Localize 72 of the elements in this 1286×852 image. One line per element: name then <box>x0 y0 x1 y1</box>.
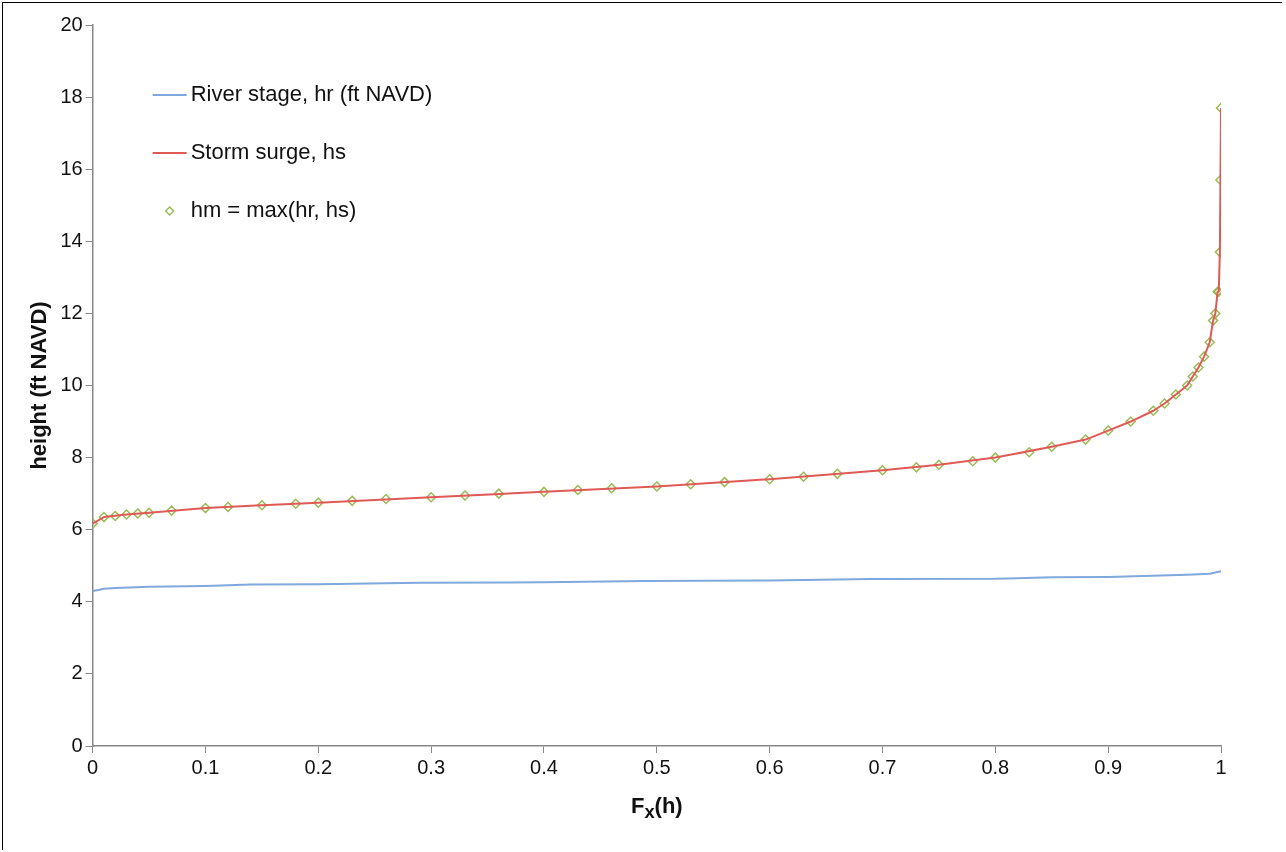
point <box>256 499 268 511</box>
y-tick-label: 2 <box>71 661 83 684</box>
point <box>1080 434 1091 445</box>
point <box>121 509 132 520</box>
x-tick-label: 0.7 <box>868 755 897 778</box>
y-tick-label: 16 <box>60 156 83 179</box>
point <box>764 473 775 485</box>
point <box>1181 380 1193 391</box>
point <box>967 455 979 467</box>
point <box>1170 389 1182 400</box>
point <box>572 484 584 496</box>
point <box>685 479 696 490</box>
point <box>606 482 617 494</box>
point <box>990 452 1001 463</box>
point <box>290 498 301 509</box>
legend-label: Storm surge, hs <box>190 139 346 165</box>
x-tick-label: 0 <box>87 755 99 778</box>
point <box>1046 441 1057 453</box>
point <box>493 488 505 499</box>
point <box>1198 351 1210 362</box>
x-tick-label: 0.3 <box>417 755 446 778</box>
point <box>1193 362 1204 373</box>
y-tick-label: 20 <box>60 12 83 35</box>
x-tick-label: 0.8 <box>981 755 1010 778</box>
point <box>719 476 730 488</box>
y-tick-label: 10 <box>60 373 83 396</box>
point <box>1207 315 1219 326</box>
x-tick-label: 1 <box>1215 755 1227 778</box>
point <box>877 464 888 476</box>
point <box>832 468 843 480</box>
point <box>346 495 358 507</box>
point <box>1102 425 1114 436</box>
point <box>222 501 234 513</box>
y-tick-label: 0 <box>71 733 83 756</box>
legend-label: hm = max(hr, hs) <box>190 197 357 223</box>
point <box>933 459 945 471</box>
point <box>143 507 155 519</box>
point <box>132 508 144 519</box>
x-tick-label: 0.9 <box>1094 755 1123 778</box>
point <box>538 486 550 498</box>
point <box>98 511 110 523</box>
legend-label: River stage, hr (ft NAVD) <box>190 81 433 107</box>
point <box>459 490 471 501</box>
x-tick-label: 0.6 <box>755 755 784 778</box>
point <box>1023 446 1035 458</box>
point <box>1125 416 1136 427</box>
point <box>313 497 324 508</box>
y-axis-title: height (ft NAVD) <box>26 301 52 470</box>
point <box>1204 336 1215 348</box>
y-tick-label: 18 <box>60 84 83 107</box>
x-tick-label: 0.1 <box>191 755 220 778</box>
point <box>166 505 177 516</box>
y-tick-label: 14 <box>60 228 83 251</box>
point <box>798 471 809 482</box>
x-tick-label: 0.4 <box>530 755 558 778</box>
point <box>911 462 922 473</box>
point <box>425 492 437 503</box>
point <box>651 481 663 492</box>
x-tick-label: 0.5 <box>642 755 671 778</box>
y-tick-label: 12 <box>60 300 83 323</box>
x-tick-label: 0.2 <box>304 755 333 778</box>
point <box>1187 371 1199 382</box>
y-tick-label: 6 <box>71 517 83 540</box>
y-tick-label: 8 <box>71 445 83 468</box>
point <box>200 502 211 514</box>
point <box>1148 405 1159 416</box>
x-axis-title: F$_{x}$(h) <box>629 793 684 824</box>
point <box>380 493 392 505</box>
point <box>1159 398 1170 409</box>
y-tick-label: 4 <box>71 589 83 612</box>
point <box>1210 308 1221 319</box>
point <box>109 510 121 522</box>
